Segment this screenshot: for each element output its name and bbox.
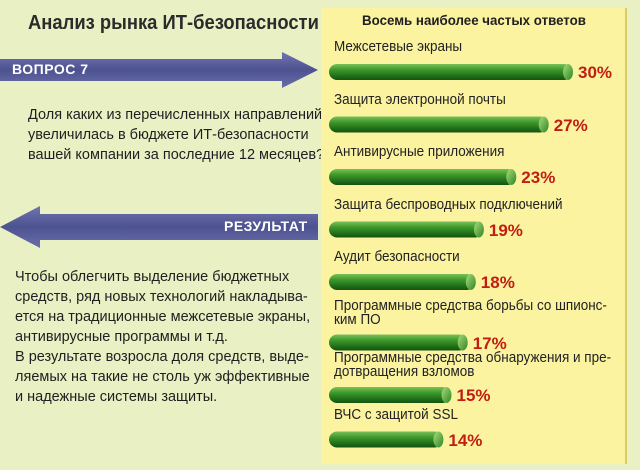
question-arrow <box>0 52 318 88</box>
question-label: ВОПРОС 7 <box>12 61 89 77</box>
chart-title: Восемь наиболее частых ответов <box>362 12 586 28</box>
bar-label: Защита беспроводных подключений <box>334 196 563 213</box>
bar-cap <box>441 387 452 403</box>
bar-value: 19% <box>488 220 523 240</box>
bar <box>329 431 443 448</box>
result-line: средств, ряд новых технологий накладыва- <box>15 289 308 305</box>
question-line: увеличилась в бюджете ИТ-безопасности <box>28 127 309 143</box>
bar-value: 14% <box>448 430 483 450</box>
bar-cap <box>563 64 573 80</box>
result-line: ляемых на такие не столь уж эффективные <box>15 369 310 385</box>
bar <box>329 116 548 133</box>
bar <box>329 274 475 290</box>
bar-cap <box>433 431 444 448</box>
bar-label: Аудит безопасности <box>334 249 460 265</box>
bar <box>329 387 451 403</box>
bar-label: Программные средства обнаружения и пре- … <box>334 350 612 380</box>
bar-value: 23% <box>521 168 556 187</box>
result-text: Чтобы облегчить выделение бюджетных сред… <box>15 267 310 407</box>
page-title: Анализ рынка ИТ-безопасности <box>28 12 319 34</box>
bar-label: Антивирусные приложения <box>334 144 505 160</box>
result-line: В результате возросла доля средств, выде… <box>15 349 309 365</box>
bar-label: Программные средства борьбы со шпионс- к… <box>334 297 607 328</box>
result-line: антивирусные программы и т.д. <box>15 329 228 345</box>
bar-value: 30% <box>578 63 613 82</box>
bar <box>329 64 572 80</box>
bar <box>329 169 516 185</box>
result-arrow <box>0 206 318 248</box>
bar-chart <box>329 64 573 448</box>
result-line: и надежные системы защиты. <box>15 389 218 405</box>
bar-label: Межсетевые экраны <box>334 39 463 55</box>
question-line: Доля каких из перечисленных направлений <box>28 107 323 123</box>
bar-cap <box>457 334 468 351</box>
bar-value: 15% <box>456 386 491 405</box>
bar-value: 17% <box>472 333 507 353</box>
question-line: вашей компании за последние 12 месяцев? <box>28 147 325 163</box>
bar-value: 27% <box>553 115 588 135</box>
bar <box>329 334 467 351</box>
result-line: ется на традиционные межсетевые экраны, <box>15 309 311 325</box>
bar-cap <box>506 169 517 185</box>
bar-label: Защита электронной почты <box>334 91 506 108</box>
question-text: Доля каких из перечисленных направлений … <box>28 105 324 165</box>
result-line: Чтобы облегчить выделение бюджетных <box>15 269 290 285</box>
bar-value: 18% <box>480 273 515 292</box>
result-label: РЕЗУЛЬТАТ <box>224 218 308 234</box>
bar-cap <box>465 274 476 290</box>
bar-label: ВЧС с защитой SSL <box>334 406 458 423</box>
bar-cap <box>473 221 484 238</box>
bar <box>329 221 483 238</box>
bar-cap <box>538 116 549 133</box>
